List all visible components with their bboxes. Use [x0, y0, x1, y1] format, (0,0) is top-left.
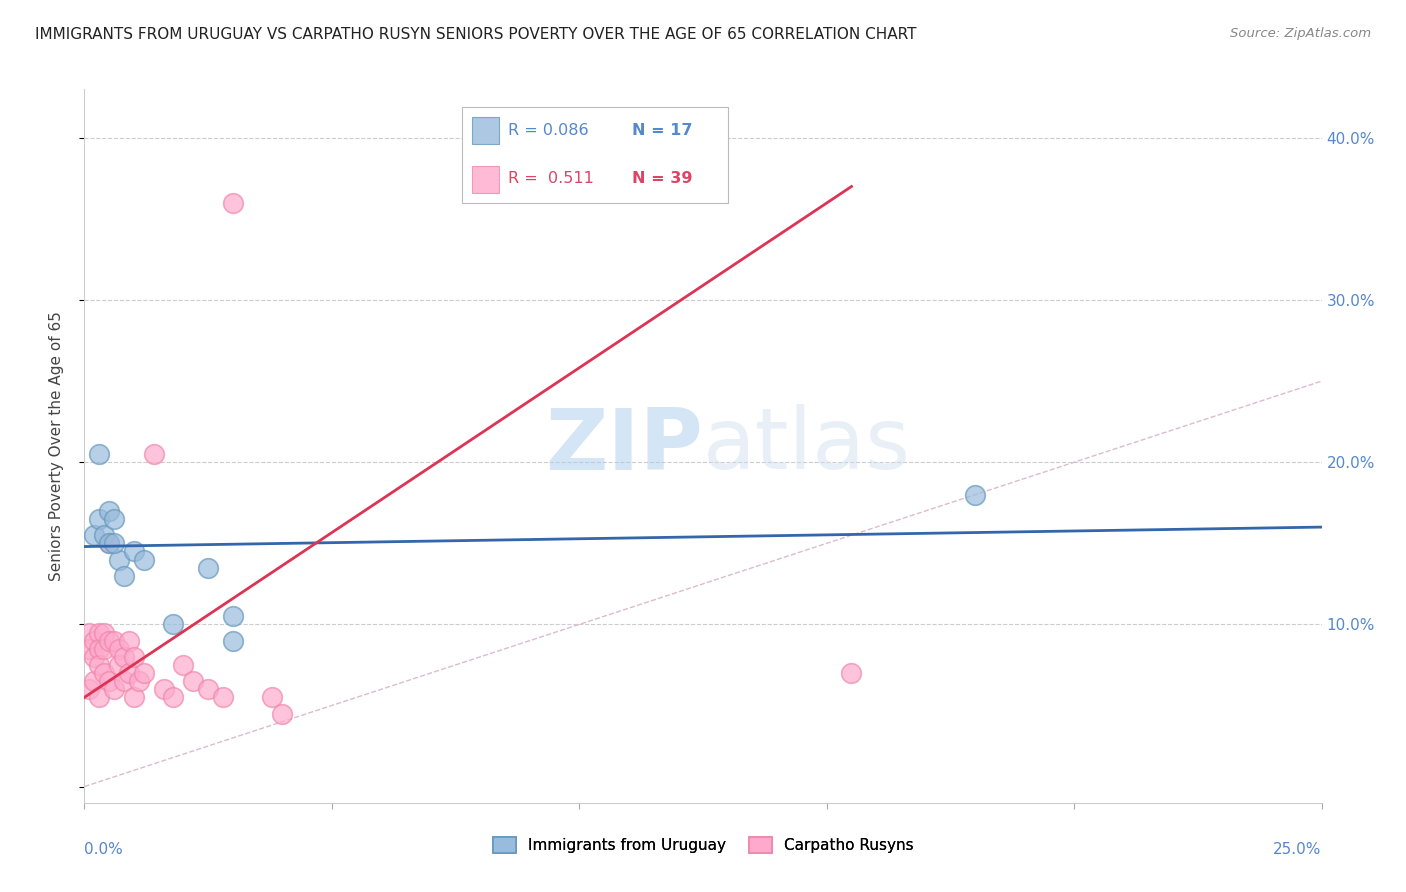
Point: [132, 552, 155, 566]
Point: [98, 536, 121, 550]
Point: [108, 657, 131, 672]
Bar: [471, 117, 499, 145]
Text: 25.0%: 25.0%: [1274, 842, 1322, 857]
Point: [128, 674, 150, 689]
Point: [98, 536, 121, 550]
Point: [212, 690, 235, 705]
Point: [197, 560, 219, 574]
Point: [79, 625, 101, 640]
Point: [93, 666, 115, 681]
Point: [172, 657, 194, 672]
Point: [112, 674, 135, 689]
Text: IMMIGRANTS FROM URUGUAY VS CARPATHO RUSYN SENIORS POVERTY OVER THE AGE OF 65 COR: IMMIGRANTS FROM URUGUAY VS CARPATHO RUSY…: [35, 27, 917, 42]
Text: R = 0.086: R = 0.086: [508, 123, 588, 138]
Point: [93, 625, 115, 640]
Point: [79, 682, 101, 697]
Text: N = 39: N = 39: [633, 171, 693, 186]
Point: [89, 447, 111, 461]
Point: [93, 641, 115, 656]
Point: [98, 504, 121, 518]
Point: [108, 552, 131, 566]
Point: [162, 690, 184, 705]
Point: [262, 690, 284, 705]
Point: [103, 512, 125, 526]
Point: [103, 633, 125, 648]
Point: [103, 682, 125, 697]
Point: [83, 649, 105, 664]
Point: [89, 657, 111, 672]
Point: [271, 706, 294, 721]
Point: [83, 674, 105, 689]
FancyBboxPatch shape: [461, 107, 728, 203]
Point: [222, 633, 245, 648]
Text: atlas: atlas: [703, 404, 911, 488]
Point: [118, 633, 141, 648]
Text: 0.0%: 0.0%: [84, 842, 124, 857]
Point: [122, 544, 145, 558]
Point: [112, 649, 135, 664]
Point: [181, 674, 204, 689]
Text: Source: ZipAtlas.com: Source: ZipAtlas.com: [1230, 27, 1371, 40]
Point: [162, 617, 184, 632]
Point: [841, 666, 863, 681]
Point: [222, 609, 245, 624]
Point: [89, 625, 111, 640]
Point: [112, 568, 135, 582]
Point: [122, 690, 145, 705]
Point: [103, 536, 125, 550]
Text: ZIP: ZIP: [546, 404, 703, 488]
Text: R =  0.511: R = 0.511: [508, 171, 593, 186]
Point: [89, 690, 111, 705]
Point: [197, 682, 219, 697]
Point: [152, 682, 174, 697]
Text: N = 17: N = 17: [633, 123, 693, 138]
Point: [132, 666, 155, 681]
Point: [98, 633, 121, 648]
Point: [93, 528, 115, 542]
Point: [222, 195, 245, 210]
Point: [83, 528, 105, 542]
Point: [98, 674, 121, 689]
Point: [108, 641, 131, 656]
Y-axis label: Seniors Poverty Over the Age of 65: Seniors Poverty Over the Age of 65: [49, 311, 63, 581]
Point: [89, 512, 111, 526]
Point: [142, 447, 165, 461]
Legend: Immigrants from Uruguay, Carpatho Rusyns: Immigrants from Uruguay, Carpatho Rusyns: [486, 831, 920, 859]
Bar: [471, 166, 499, 193]
Point: [965, 488, 987, 502]
Point: [122, 649, 145, 664]
Point: [118, 666, 141, 681]
Point: [79, 641, 101, 656]
Point: [89, 641, 111, 656]
Point: [83, 633, 105, 648]
